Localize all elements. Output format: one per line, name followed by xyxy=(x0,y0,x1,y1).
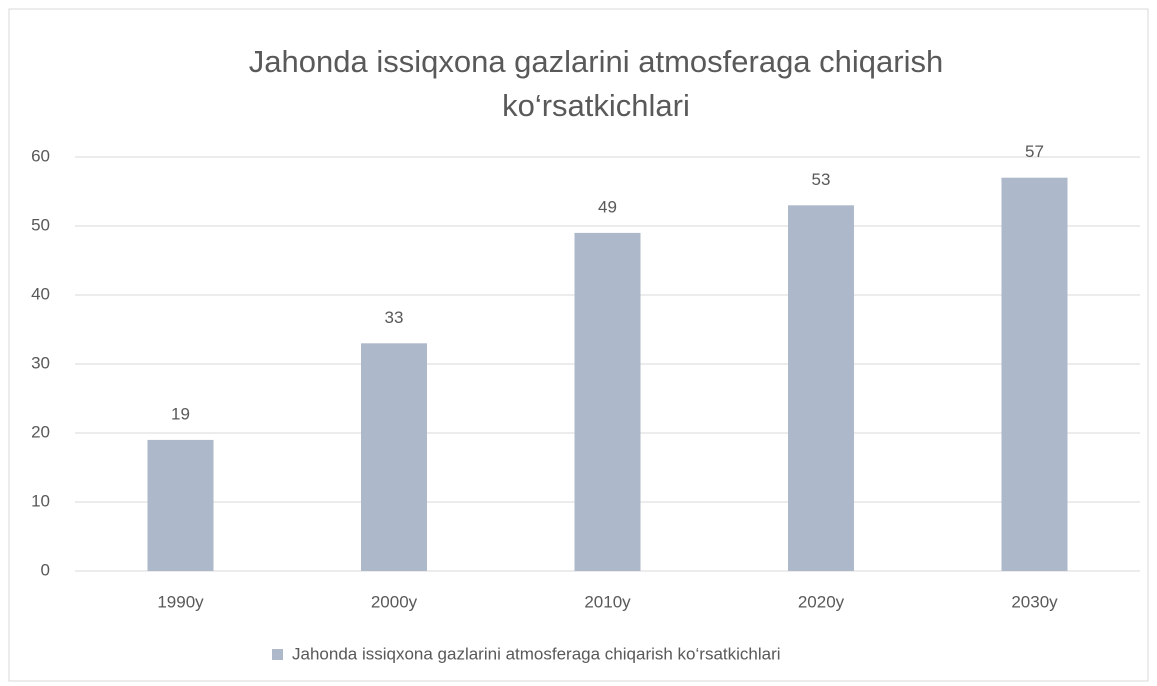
y-tick-label: 10 xyxy=(31,491,50,510)
data-label: 33 xyxy=(385,308,404,327)
data-label: 19 xyxy=(171,404,190,423)
y-tick-label: 40 xyxy=(31,284,50,303)
x-tick-label: 2000y xyxy=(371,592,418,611)
bar xyxy=(361,343,427,571)
y-tick-label: 60 xyxy=(31,146,50,165)
legend-label: Jahonda issiqxona gazlarini atmosferaga … xyxy=(292,644,781,663)
legend-swatch xyxy=(272,649,283,660)
y-tick-label: 0 xyxy=(41,560,50,579)
bar xyxy=(1001,177,1068,571)
data-label: 57 xyxy=(1025,142,1044,161)
bar xyxy=(147,439,214,571)
x-tick-label: 1990y xyxy=(157,592,204,611)
x-tick-label: 2030y xyxy=(1011,592,1058,611)
y-tick-label: 20 xyxy=(31,422,50,441)
bar xyxy=(574,232,641,571)
y-tick-label: 30 xyxy=(31,353,50,372)
chart-title: Jahonda issiqxona gazlarini atmosferaga … xyxy=(248,44,944,123)
data-label: 49 xyxy=(598,197,617,216)
y-tick-label: 50 xyxy=(31,215,50,234)
bar xyxy=(788,205,854,572)
data-label: 53 xyxy=(812,170,831,189)
x-tick-label: 2010y xyxy=(584,592,631,611)
x-tick-label: 2020y xyxy=(798,592,845,611)
